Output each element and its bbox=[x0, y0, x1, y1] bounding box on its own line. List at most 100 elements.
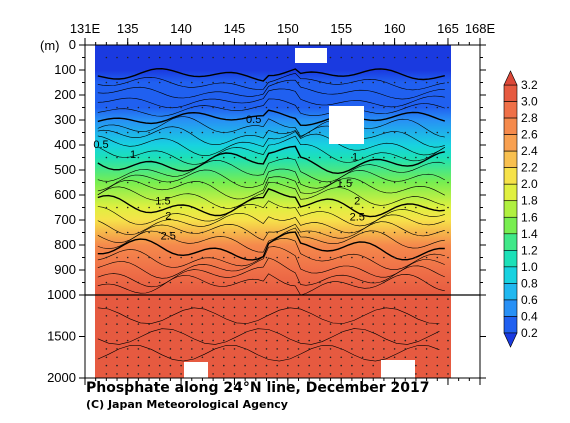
sample-dot bbox=[126, 256, 129, 259]
sample-dot bbox=[116, 256, 118, 259]
sample-dot bbox=[201, 56, 204, 59]
sample-dot bbox=[361, 181, 364, 184]
sample-dot bbox=[287, 131, 289, 134]
sample-dot bbox=[447, 331, 449, 334]
y-tick-label: 400 bbox=[54, 137, 76, 152]
colorbar-box bbox=[503, 250, 518, 268]
sample-dot bbox=[223, 306, 225, 309]
sample-dot bbox=[180, 256, 182, 259]
sample-dot bbox=[212, 281, 214, 284]
sample-dot bbox=[372, 315, 375, 317]
sample-dot bbox=[287, 356, 289, 359]
sample-dot bbox=[308, 281, 311, 284]
sample-dot bbox=[404, 306, 407, 309]
sample-dot bbox=[404, 256, 407, 259]
colorbar-label: 1.4 bbox=[521, 227, 538, 241]
sample-dot bbox=[255, 81, 257, 84]
sample-dot bbox=[287, 364, 289, 367]
sample-dot bbox=[276, 373, 279, 375]
sample-dot bbox=[191, 156, 193, 159]
sample-dot bbox=[191, 256, 193, 259]
sample-dot bbox=[297, 231, 300, 234]
contour-label: 2.5 bbox=[161, 230, 176, 242]
sample-dot bbox=[351, 256, 353, 259]
sample-dot bbox=[319, 323, 321, 325]
sample-dot bbox=[447, 181, 449, 184]
sample-dot bbox=[393, 206, 396, 209]
sample-dot bbox=[158, 356, 161, 359]
sample-dot bbox=[276, 281, 279, 284]
sample-dot bbox=[308, 364, 311, 367]
sample-dot bbox=[415, 323, 417, 325]
sample-dot bbox=[233, 56, 236, 59]
sample-dot bbox=[415, 364, 417, 367]
sample-dot bbox=[372, 106, 375, 109]
sample-dot bbox=[137, 181, 140, 184]
sample-dot bbox=[137, 298, 140, 300]
sample-dot bbox=[126, 373, 129, 375]
sample-dot bbox=[447, 364, 449, 367]
sample-dot bbox=[191, 106, 193, 109]
sample-dot bbox=[436, 106, 439, 109]
sample-dot bbox=[372, 364, 375, 367]
sample-dot bbox=[105, 206, 108, 209]
sample-dot bbox=[415, 131, 417, 134]
colorbar-box bbox=[503, 117, 518, 135]
sample-dot bbox=[201, 339, 204, 342]
sample-dot bbox=[148, 306, 150, 309]
sample-dot bbox=[415, 56, 417, 59]
sample-dot bbox=[212, 181, 214, 184]
contour-line bbox=[97, 227, 445, 253]
sample-dot bbox=[180, 339, 182, 342]
y-unit-label: (m) bbox=[40, 38, 60, 53]
sample-dot bbox=[308, 356, 311, 359]
sample-dot bbox=[351, 315, 353, 317]
sample-dot bbox=[201, 106, 204, 109]
sample-dot bbox=[126, 348, 129, 350]
sample-dot bbox=[255, 56, 257, 59]
sample-dot bbox=[415, 156, 417, 159]
sample-dot bbox=[383, 356, 385, 359]
x-tick-label: 145 bbox=[224, 21, 246, 36]
sample-dot bbox=[415, 373, 417, 375]
sample-dot bbox=[201, 206, 204, 209]
sample-dot bbox=[148, 339, 150, 342]
contour-lines bbox=[97, 67, 446, 362]
sample-dot bbox=[212, 315, 214, 317]
sample-dot bbox=[372, 306, 375, 309]
colorbar-label: 2.2 bbox=[521, 161, 538, 175]
sample-dot bbox=[116, 306, 118, 309]
sample-dot bbox=[158, 331, 161, 334]
sample-dot bbox=[137, 106, 140, 109]
sample-dot bbox=[233, 106, 236, 109]
y-tick-label: 600 bbox=[54, 187, 76, 202]
sample-dot bbox=[244, 373, 246, 375]
sample-dot bbox=[191, 348, 193, 350]
sample-dot bbox=[233, 81, 236, 84]
sample-dot bbox=[276, 348, 279, 350]
sample-dot bbox=[126, 364, 129, 367]
sample-dot bbox=[393, 348, 396, 350]
contour-line bbox=[97, 79, 445, 100]
sample-dot bbox=[148, 315, 150, 317]
sample-dot bbox=[255, 348, 257, 350]
sample-dot bbox=[329, 256, 332, 259]
y-tick-label: 800 bbox=[54, 237, 76, 252]
colorbar-box bbox=[503, 200, 518, 218]
sample-dot bbox=[105, 181, 108, 184]
sample-dot bbox=[105, 356, 108, 359]
sample-dot bbox=[361, 373, 364, 375]
sample-dot bbox=[319, 256, 321, 259]
sample-dot bbox=[116, 298, 118, 300]
sample-dot bbox=[148, 298, 150, 300]
sample-dot bbox=[169, 323, 172, 325]
sample-dot bbox=[201, 156, 204, 159]
colorbar: 0.2 0.4 0.6 0.8 1.0 1.2 1.4 1.6 1.8 2.0 2.2 2.4 2.6 2… bbox=[503, 70, 538, 348]
sample-dot bbox=[425, 56, 428, 59]
sample-dot bbox=[180, 331, 182, 334]
sample-dot bbox=[191, 131, 193, 134]
sample-dot bbox=[372, 281, 375, 284]
sample-dot bbox=[105, 281, 108, 284]
sample-dot bbox=[425, 206, 428, 209]
